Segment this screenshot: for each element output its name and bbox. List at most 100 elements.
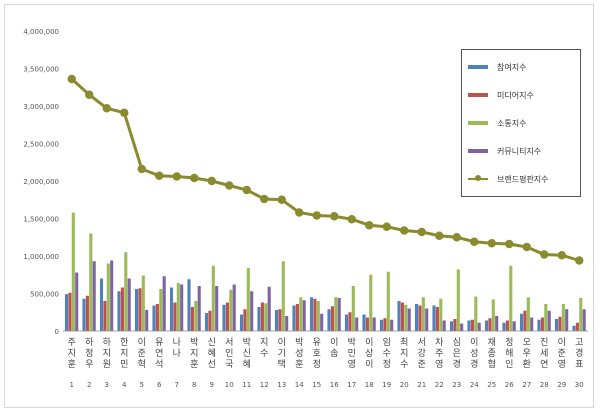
- bar-참여지수: [99, 278, 104, 331]
- bar-커뮤니티지수: [477, 322, 481, 331]
- bar-미디어지수: [505, 320, 509, 331]
- bar-소통지수: [194, 301, 198, 331]
- bar-미디어지수: [435, 307, 439, 331]
- x-rank-label: 30: [575, 381, 584, 389]
- x-rank-label: 5: [140, 381, 144, 389]
- line-point: [102, 104, 111, 113]
- bar-소통지수: [299, 297, 303, 331]
- bar-참여지수: [519, 313, 524, 331]
- line-point: [330, 212, 339, 221]
- x-rank-label: 21: [417, 381, 426, 389]
- bar-커뮤니티지수: [127, 278, 131, 331]
- line-point: [452, 233, 461, 242]
- bar-미디어지수: [330, 306, 334, 331]
- bar-참여지수: [362, 314, 366, 331]
- bar-커뮤니티지수: [267, 286, 271, 331]
- bar-소통지수: [509, 265, 513, 331]
- bar-미디어지수: [260, 302, 264, 331]
- legend-label: 참여지수: [497, 62, 527, 72]
- bar-소통지수: [526, 297, 530, 331]
- x-rank-label: 11: [242, 381, 251, 389]
- x-rank-label: 22: [435, 381, 444, 389]
- bar-미디어지수: [488, 318, 492, 331]
- bar-미디어지수: [575, 322, 579, 331]
- y-tick-label: 2,500,000: [23, 141, 59, 149]
- bar-미디어지수: [103, 301, 107, 331]
- line-point: [155, 171, 164, 180]
- x-rank-label: 12: [260, 381, 269, 389]
- line-point: [435, 231, 444, 240]
- line-point: [365, 221, 374, 230]
- line-point: [225, 181, 234, 190]
- bar-소통지수: [264, 303, 268, 331]
- bar-커뮤니티지수: [547, 310, 551, 331]
- bar-커뮤니티지수: [425, 308, 429, 331]
- bar-미디어지수: [313, 298, 317, 331]
- y-tick-label: 1,000,000: [23, 253, 59, 261]
- bar-소통지수: [106, 263, 110, 331]
- bar-커뮤니티지수: [250, 291, 254, 331]
- y-tick-label: 3,500,000: [23, 66, 59, 74]
- bar-커뮤니티지수: [75, 272, 79, 331]
- bar-소통지수: [386, 271, 390, 331]
- y-tick-label: 0: [55, 328, 59, 336]
- bar-참여지수: [432, 305, 436, 331]
- bar-참여지수: [344, 314, 349, 331]
- bar-미디어지수: [365, 317, 369, 331]
- bar-커뮤니티지수: [512, 321, 516, 331]
- bar-참여지수: [484, 320, 489, 331]
- bar-커뮤니티지수: [320, 313, 324, 331]
- bar-소통지수: [159, 289, 163, 331]
- bar-참여지수: [134, 289, 139, 331]
- bar-참여지수: [204, 313, 209, 331]
- line-point: [540, 250, 549, 259]
- bar-소통지수: [544, 304, 548, 331]
- bar-커뮤니티지수: [407, 308, 411, 331]
- x-rank-label: 27: [522, 381, 531, 389]
- line-point: [487, 239, 496, 248]
- line-point: [417, 227, 426, 237]
- bar-미디어지수: [243, 309, 247, 331]
- bar-커뮤니티지수: [390, 319, 394, 331]
- bar-소통지수: [439, 298, 443, 331]
- bar-참여지수: [257, 307, 261, 331]
- brand-reputation-chart: 0 500,000 1,000,000 1,500,000 2,000,000 2,500…: [23, 28, 588, 389]
- x-rank-label: 24: [470, 381, 479, 389]
- bar-소통지수: [71, 212, 75, 331]
- x-rank-label: 15: [312, 381, 321, 389]
- legend-swatch: [468, 65, 488, 69]
- legend-line-marker: [468, 175, 488, 181]
- x-rank-label: 23: [452, 381, 461, 389]
- x-rank-label: 19: [382, 381, 391, 389]
- line-point: [120, 108, 129, 117]
- bar-소통지수: [229, 289, 233, 331]
- bar-소통지수: [316, 301, 320, 331]
- bar-참여지수: [327, 309, 331, 331]
- x-rank-label: 18: [365, 381, 374, 389]
- legend-swatch: [468, 149, 488, 153]
- bar-참여지수: [502, 322, 506, 331]
- x-rank-label: 17: [347, 381, 356, 389]
- bar-소통지수: [579, 298, 583, 331]
- legend-item: 참여지수: [468, 60, 526, 74]
- bar-참여지수: [572, 325, 576, 331]
- x-rank-label: 7: [175, 381, 179, 389]
- bar-미디어지수: [155, 304, 159, 331]
- bar-소통지수: [404, 304, 408, 331]
- bar-미디어지수: [138, 288, 142, 331]
- bar-미디어지수: [85, 295, 89, 331]
- line-point: [277, 195, 286, 204]
- legend-swatch: [468, 121, 488, 125]
